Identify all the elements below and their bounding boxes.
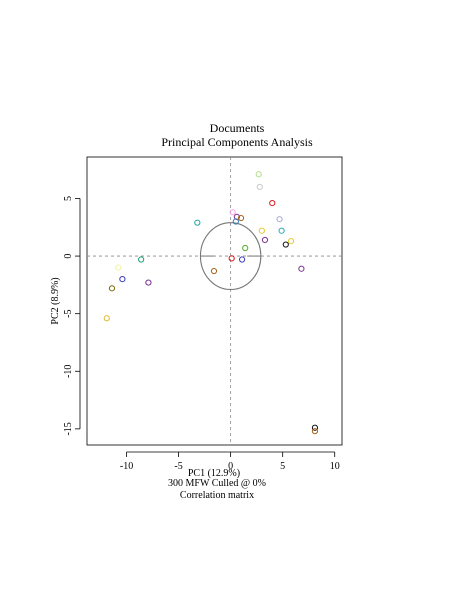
chart-title: Documents xyxy=(209,121,265,135)
x-tick-label: 0 xyxy=(228,461,233,472)
y-tick-label: 5 xyxy=(63,196,74,201)
x-tick-label: -10 xyxy=(120,461,133,472)
data-point xyxy=(287,237,295,245)
data-point xyxy=(256,183,263,191)
data-point xyxy=(138,256,145,263)
data-point xyxy=(194,219,201,226)
data-point xyxy=(269,199,276,207)
x-tick-label: 5 xyxy=(280,461,285,472)
data-point xyxy=(255,171,262,178)
data-point xyxy=(229,209,236,216)
caption-matrix: Correlation matrix xyxy=(179,490,255,501)
data-point xyxy=(282,241,289,248)
data-point xyxy=(276,216,283,223)
data-point xyxy=(115,264,122,271)
data-point xyxy=(237,214,245,222)
plot-frame xyxy=(86,156,343,446)
data-point xyxy=(103,315,110,322)
data-point xyxy=(145,279,152,286)
y-tick-label: -5 xyxy=(63,310,74,318)
y-tick-label: -10 xyxy=(63,365,74,378)
data-point xyxy=(278,227,285,234)
y-axis-label: PC2 (8.9%) xyxy=(50,277,61,324)
data-point xyxy=(242,244,249,252)
y-tick-label: -15 xyxy=(63,422,74,435)
data-point xyxy=(228,255,235,262)
data-point xyxy=(261,236,269,244)
chart-subtitle: Principal Components Analysis xyxy=(161,135,313,149)
x-tick-label: 10 xyxy=(330,461,340,472)
caption-settings: 300 MFW Culled @ 0% xyxy=(168,478,266,489)
data-point xyxy=(311,424,319,431)
data-point xyxy=(258,227,265,234)
data-point xyxy=(210,267,218,275)
x-axis-label: PC1 (12.9%) xyxy=(188,468,240,479)
data-point xyxy=(298,265,305,272)
data-point xyxy=(119,276,126,283)
data-point xyxy=(108,285,116,292)
data-point xyxy=(232,218,239,225)
x-tick-label: -5 xyxy=(174,461,182,472)
y-tick-label: 0 xyxy=(63,254,74,259)
data-point xyxy=(311,428,319,435)
data-point xyxy=(238,256,246,263)
